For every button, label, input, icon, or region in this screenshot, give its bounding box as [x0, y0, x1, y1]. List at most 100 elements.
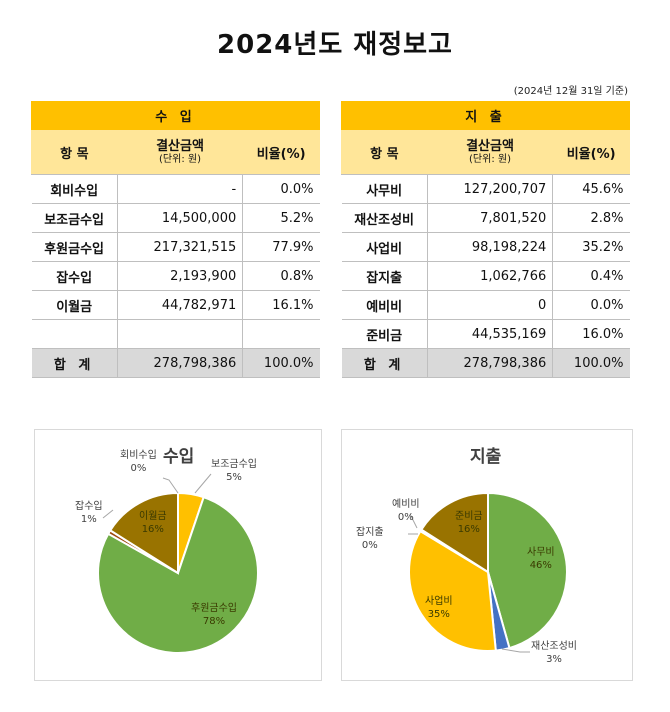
- pie-data-label: 사업비 35%: [425, 595, 453, 621]
- basis-date: (2024년 12월 31일 기준): [513, 86, 628, 97]
- expense-header-unit: (단위: 원): [469, 153, 511, 165]
- leader-line: [194, 473, 212, 494]
- leader-line: [501, 648, 530, 653]
- expense-amount-cell: 98,198,224: [426, 232, 554, 262]
- expense-amount-cell: 0: [426, 290, 554, 320]
- expense-ratio-cell: 0.4%: [552, 261, 630, 291]
- pie-data-label: 보조금수입 5%: [211, 458, 257, 484]
- income-ratio-cell: 0.8%: [242, 261, 320, 291]
- pie-label-name: 잡수입: [75, 501, 103, 512]
- income-section-title: 수 입: [31, 101, 320, 130]
- income-header-ratio: 비율(%): [242, 129, 320, 175]
- expense-chart-title: 지출: [470, 447, 502, 467]
- income-amount-cell: -: [116, 174, 244, 204]
- pie-label-name: 사업비: [425, 596, 453, 607]
- pie-label-name: 사무비: [527, 547, 555, 558]
- expense-header-ratio: 비율(%): [552, 129, 630, 175]
- expense-total-ratio: 100.0%: [552, 348, 630, 378]
- pie-data-label: 예비비 0%: [392, 498, 420, 524]
- income-item-cell: [31, 319, 118, 349]
- pie-data-label: 이월금 16%: [139, 510, 167, 536]
- leader-line: [102, 509, 114, 519]
- pie-label-name: 후원금수입: [191, 603, 237, 614]
- income-item-cell: 보조금수입: [31, 203, 118, 233]
- pie-label-value: 0%: [397, 512, 414, 523]
- pie-label-value: 78%: [202, 616, 226, 627]
- income-item-cell: 후원금수입: [31, 232, 118, 262]
- income-pie-chart: 수입 회비수입 0% 보조금수입 5% 후원금수입 78% 잡수입 1% 이월금 16%: [34, 429, 322, 681]
- income-amount-cell: 14,500,000: [116, 203, 244, 233]
- income-item-cell: 회비수입: [31, 174, 118, 204]
- pie-data-label: 사무비 46%: [527, 546, 555, 572]
- expense-amount-cell: 44,535,169: [426, 319, 554, 349]
- pie-label-value: 16%: [457, 524, 480, 535]
- income-total-amount: 278,798,386: [116, 348, 244, 378]
- expense-section-title: 지 출: [341, 101, 630, 130]
- expense-row: 잡지출 1,062,766 0.4%: [341, 261, 630, 291]
- pie-label-value: 5%: [226, 472, 242, 483]
- pie-label-value: 46%: [529, 560, 552, 571]
- expense-ratio-cell: 16.0%: [552, 319, 630, 349]
- income-ratio-cell: 0.0%: [242, 174, 320, 204]
- expense-item-cell: 예비비: [341, 290, 428, 320]
- expense-pie-svg: [408, 491, 568, 653]
- pie-slice: [487, 491, 568, 650]
- income-ratio-cell: 77.9%: [242, 232, 320, 262]
- income-amount-cell: [116, 319, 244, 349]
- income-pie-svg: [97, 473, 259, 654]
- pie-label-name: 잡지출: [356, 527, 384, 538]
- expense-table: 지 출 항 목 결산금액 (단위: 원) 비율(%) 사무비 127,200,70…: [341, 101, 630, 378]
- pie-data-label: 회비수입 0%: [120, 449, 157, 475]
- income-table: 수 입 항 목 결산금액 (단위: 원) 비율(%) 회비수입 -0.0% 보조금수…: [31, 101, 320, 378]
- pie-slice: [108, 491, 179, 575]
- expense-ratio-cell: 35.2%: [552, 232, 630, 262]
- pie-label-name: 이월금: [139, 511, 167, 522]
- pie-data-label: 재산조성비 3%: [531, 640, 577, 666]
- pie-label-value: 1%: [80, 514, 97, 525]
- income-ratio-cell: 16.1%: [242, 290, 320, 320]
- expense-header-amount-label: 결산금액: [466, 138, 514, 154]
- income-total-ratio: 100.0%: [242, 348, 320, 378]
- expense-row: 예비비 0 0.0%: [341, 290, 630, 320]
- leader-line: [162, 477, 179, 494]
- expense-ratio-cell: 2.8%: [552, 203, 630, 233]
- income-row: [31, 319, 320, 349]
- expense-header-amount: 결산금액 (단위: 원): [426, 129, 554, 175]
- expense-amount-cell: 127,200,707: [426, 174, 554, 204]
- income-header-item: 항 목: [31, 129, 118, 175]
- expense-amount-cell: 1,062,766: [426, 261, 554, 291]
- income-ratio-cell: [242, 319, 320, 349]
- income-row: 후원금수입 217,321,515 77.9%: [31, 232, 320, 262]
- income-total-label: 합 계: [31, 348, 118, 378]
- expense-total-label: 합 계: [341, 348, 428, 378]
- expense-row: 사무비 127,200,707 45.6%: [341, 174, 630, 204]
- pie-data-label: 잡지출 0%: [356, 526, 384, 552]
- expense-ratio-cell: 45.6%: [552, 174, 630, 204]
- page-title: 2024년도 재정보고: [217, 30, 453, 60]
- pie-slice: [419, 491, 489, 574]
- pie-slice: [408, 529, 497, 652]
- income-ratio-cell: 5.2%: [242, 203, 320, 233]
- income-amount-cell: 217,321,515: [116, 232, 244, 262]
- expense-pie-chart: 지출 사무비 46% 재산조성비 3% 사업비 35% 잡지출 0% 예비비 0% 준비금 16%: [341, 429, 633, 681]
- expense-ratio-cell: 0.0%: [552, 290, 630, 320]
- pie-label-name: 예비비: [392, 499, 420, 510]
- income-row: 이월금 44,782,971 16.1%: [31, 290, 320, 320]
- pie-label-value: 35%: [427, 609, 450, 620]
- pie-label-name: 회비수입: [120, 450, 157, 461]
- expense-amount-cell: 7,801,520: [426, 203, 554, 233]
- income-item-cell: 이월금: [31, 290, 118, 320]
- pie-label-value: 3%: [546, 654, 562, 665]
- pie-slice: [97, 495, 259, 654]
- pie-label-value: 0%: [361, 540, 378, 551]
- income-header-amount-label: 결산금액: [156, 138, 204, 154]
- expense-item-cell: 준비금: [341, 319, 428, 349]
- income-row: 회비수입 -0.0%: [31, 174, 320, 204]
- income-row: 잡수입 2,193,900 0.8%: [31, 261, 320, 291]
- pie-label-value: 16%: [141, 524, 164, 535]
- income-chart-title: 수입: [163, 447, 195, 467]
- expense-row: 준비금 44,535,169 16.0%: [341, 319, 630, 349]
- pie-label-name: 준비금: [455, 511, 483, 522]
- pie-label-name: 재산조성비: [531, 641, 577, 652]
- expense-item-cell: 재산조성비: [341, 203, 428, 233]
